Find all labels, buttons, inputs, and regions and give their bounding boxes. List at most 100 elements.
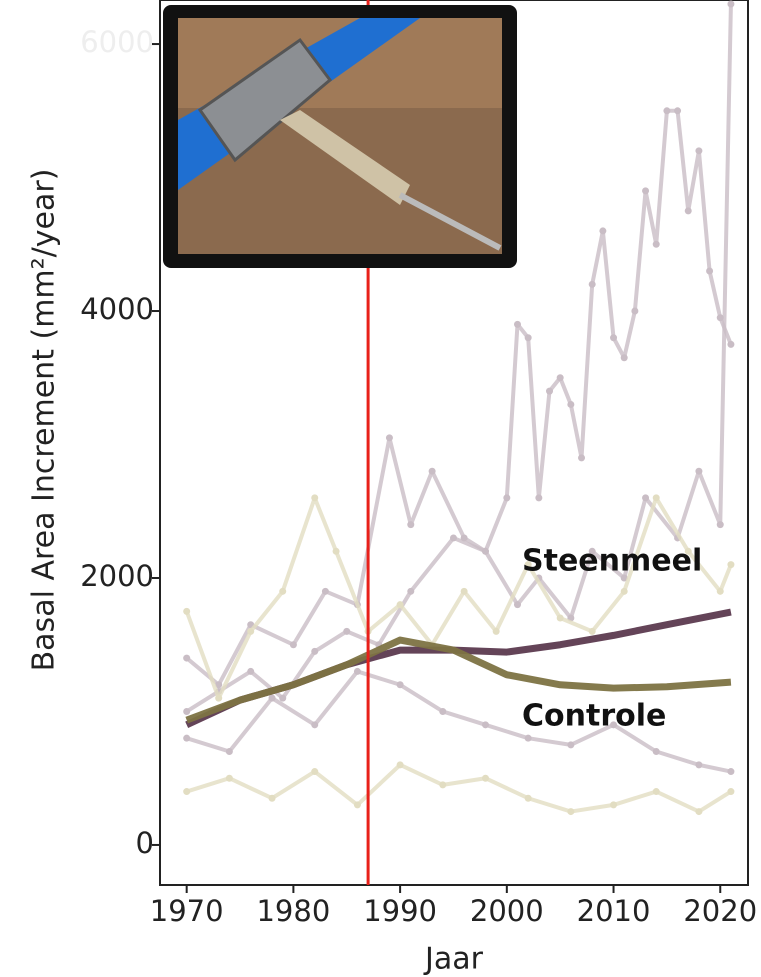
tree-point [321, 587, 329, 595]
tree-point [674, 107, 682, 115]
tree-point [695, 808, 703, 816]
tree-point [588, 547, 596, 555]
tree-point [631, 307, 639, 315]
tree-point [610, 334, 618, 342]
tree-point [268, 694, 276, 702]
tree-point [353, 801, 361, 809]
tree-point [652, 748, 660, 756]
tree-point [396, 681, 404, 689]
tree-point [652, 240, 660, 248]
tree-point [332, 547, 340, 555]
tree-point [610, 721, 618, 729]
tree-point [727, 561, 735, 569]
tree-point [279, 587, 287, 595]
tree-point [183, 607, 191, 615]
tree-point [428, 467, 436, 475]
x-tick-label: 1970 [150, 894, 224, 928]
tree-point [620, 354, 628, 362]
tree-point [215, 681, 223, 689]
tree-point [684, 547, 692, 555]
tree-point [567, 808, 575, 816]
x-tick-label: 2010 [577, 894, 651, 928]
y-tick-label: 2000 [80, 559, 154, 593]
tree-point [695, 761, 703, 769]
tree-point [513, 601, 521, 609]
tree-point [247, 627, 255, 635]
tree-point [460, 534, 468, 542]
tree-point [535, 494, 543, 502]
tree-point [513, 320, 521, 328]
tree-point [268, 794, 276, 802]
tree-point [225, 748, 233, 756]
tree-point [556, 614, 564, 622]
tree-point [727, 0, 735, 8]
tree-point [610, 801, 618, 809]
tree-point [439, 707, 447, 715]
tree-point [695, 147, 703, 155]
tree-point [311, 768, 319, 776]
tree-point [183, 707, 191, 715]
tree-point [695, 467, 703, 475]
tree-line [186, 762, 732, 814]
tree-point [684, 207, 692, 215]
tree-point [481, 774, 489, 782]
tree-point [343, 627, 351, 635]
tree-point [727, 788, 735, 796]
tree-point [716, 587, 724, 595]
tree-point [460, 587, 468, 595]
x-tick-label: 2000 [470, 894, 544, 928]
tree-point [279, 694, 287, 702]
tree-line [186, 669, 732, 774]
tree-point [289, 641, 297, 649]
tree-point [620, 574, 628, 582]
plot-area [183, 0, 735, 816]
x-tick-label: 1990 [363, 894, 437, 928]
tree-point [642, 494, 650, 502]
tree-point [706, 267, 714, 275]
tree-point [183, 788, 191, 796]
tree-point [407, 521, 415, 529]
tree-point [578, 454, 586, 462]
tree-point [183, 734, 191, 742]
tree-point [716, 521, 724, 529]
tree-point [620, 587, 628, 595]
tree-point [716, 314, 724, 322]
tree-point [663, 107, 671, 115]
tree-point [481, 721, 489, 729]
tree-point [524, 794, 532, 802]
tree-point [588, 627, 596, 635]
tree-point [567, 741, 575, 749]
tree-point [481, 547, 489, 555]
tree-point [385, 434, 393, 442]
tree-point [642, 187, 650, 195]
tree-point [183, 654, 191, 662]
x-tick-label: 1980 [256, 894, 330, 928]
tree-point [588, 280, 596, 288]
tree-point [567, 400, 575, 408]
photo-inset [163, 5, 517, 268]
tree-point [727, 340, 735, 348]
tree-point [311, 647, 319, 655]
tree-point [492, 627, 500, 635]
tree-point [524, 561, 532, 569]
y-axis-label: Basal Area Increment (mm²/year) [27, 169, 62, 672]
series-label: Controle [522, 699, 666, 734]
tree-point [439, 781, 447, 789]
tree-point [247, 667, 255, 675]
tree-point [524, 334, 532, 342]
tree-point [599, 227, 607, 235]
series-label: Steenmeel [522, 544, 702, 579]
tree-point [311, 494, 319, 502]
tree-point [556, 374, 564, 382]
y-tick-label: 0 [136, 826, 154, 860]
tree-point [503, 494, 511, 502]
tree-point [215, 694, 223, 702]
tree-point [311, 721, 319, 729]
tree-point [396, 601, 404, 609]
tree-point [396, 761, 404, 769]
tree-point [652, 788, 660, 796]
tree-point [449, 534, 457, 542]
x-axis-label: Jaar [423, 942, 484, 977]
tree-point [524, 734, 532, 742]
